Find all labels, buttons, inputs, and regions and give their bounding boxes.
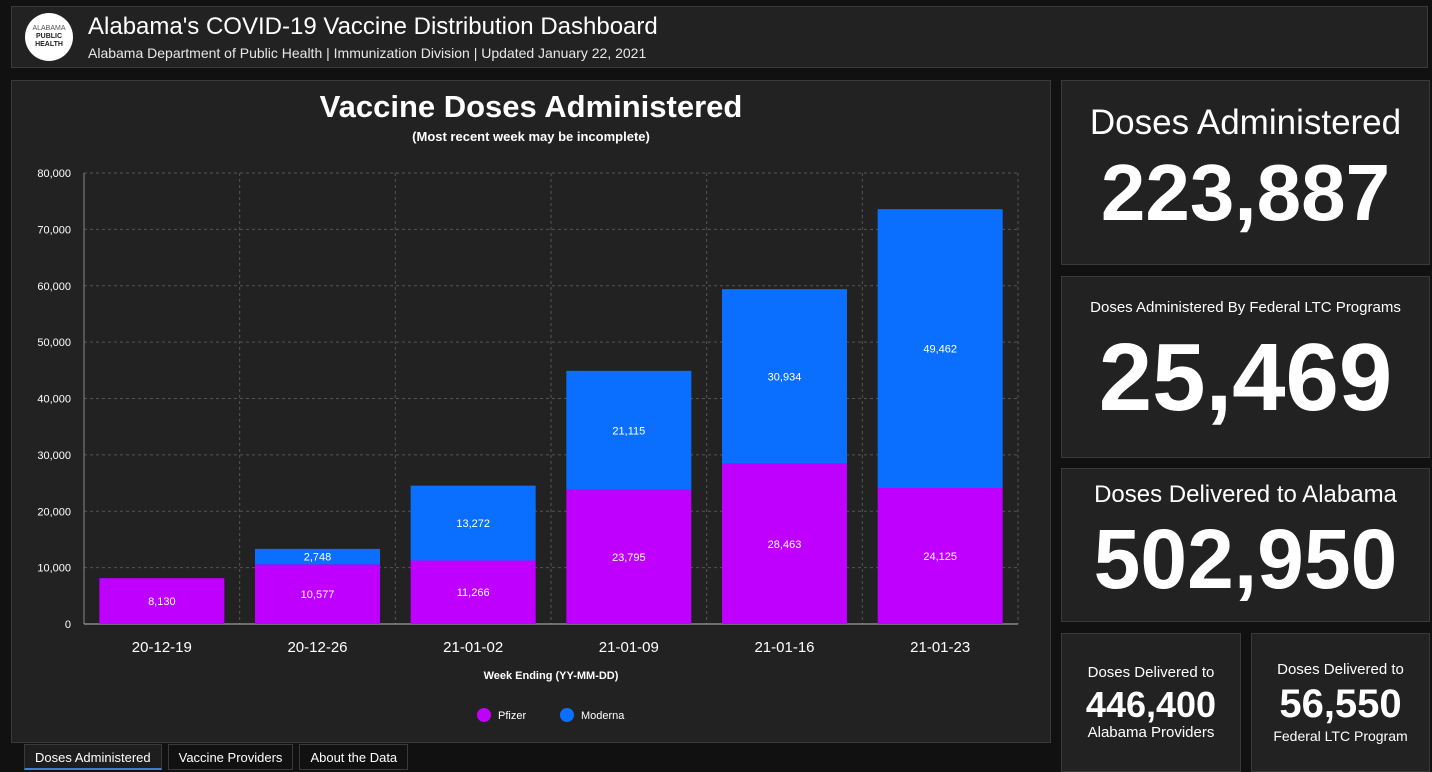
data-label-pfizer: 23,795 bbox=[612, 552, 646, 564]
tab-about-the-data[interactable]: About the Data bbox=[299, 744, 409, 770]
x-tick-label: 21-01-23 bbox=[910, 639, 970, 656]
card-value: 25,469 bbox=[1098, 324, 1393, 431]
y-tick-label: 80,000 bbox=[37, 168, 71, 180]
x-tick-label: 20-12-19 bbox=[132, 639, 192, 656]
y-tick-label: 30,000 bbox=[37, 450, 71, 462]
adph-logo: ALABAMA PUBLIC HEALTH bbox=[25, 13, 73, 61]
bar-pfizer-20-12-19[interactable] bbox=[99, 578, 225, 624]
legend-swatch-moderna[interactable] bbox=[560, 708, 574, 722]
bar-pfizer-21-01-02[interactable] bbox=[410, 560, 536, 624]
card-label-bottom: Alabama Providers bbox=[1087, 724, 1215, 741]
header: ALABAMA PUBLIC HEALTH Alabama's COVID-19… bbox=[11, 6, 1428, 68]
y-tick-label: 0 bbox=[65, 619, 71, 631]
card-label-top: Doses Delivered to bbox=[1087, 664, 1215, 681]
x-axis-label: Week Ending (YY-MM-DD) bbox=[484, 670, 619, 682]
data-label-pfizer: 10,577 bbox=[301, 589, 335, 601]
y-tick-label: 70,000 bbox=[37, 224, 71, 236]
card-delivered-providers: Doses Delivered to 446,400 Alabama Provi… bbox=[1061, 633, 1241, 772]
y-tick-label: 10,000 bbox=[37, 563, 71, 575]
data-label-moderna: 21,115 bbox=[612, 425, 645, 437]
tab-doses-administered[interactable]: Doses Administered bbox=[24, 744, 162, 770]
logo-text-alabama: ALABAMA bbox=[32, 25, 66, 32]
card-value: 446,400 bbox=[1085, 684, 1217, 725]
x-tick-label: 21-01-09 bbox=[599, 639, 659, 656]
card-value: 56,550 bbox=[1279, 682, 1402, 726]
data-label-pfizer: 11,266 bbox=[457, 587, 490, 599]
card-doses-delivered: Doses Delivered to Alabama 502,950 bbox=[1061, 468, 1430, 622]
bar-moderna-20-12-26[interactable] bbox=[255, 548, 380, 565]
tab-vaccine-providers[interactable]: Vaccine Providers bbox=[167, 744, 294, 770]
x-tick-label: 21-01-02 bbox=[443, 639, 503, 656]
y-tick-label: 40,000 bbox=[37, 394, 71, 406]
card-label: Doses Administered By Federal LTC Progra… bbox=[1090, 299, 1401, 316]
bar-moderna-21-01-16[interactable] bbox=[722, 289, 847, 464]
card-value: 223,887 bbox=[1100, 148, 1391, 237]
data-label-pfizer: 28,463 bbox=[768, 539, 802, 551]
legend-swatch-pfizer[interactable] bbox=[477, 708, 491, 722]
logo-text-public: PUBLIC bbox=[35, 33, 63, 40]
data-label-moderna: 2,748 bbox=[304, 552, 332, 564]
card-label: Doses Administered bbox=[1089, 103, 1402, 142]
data-label-pfizer: 24,125 bbox=[923, 551, 957, 563]
tab-bar: Doses Administered Vaccine Providers Abo… bbox=[24, 744, 409, 771]
chart-subtitle: (Most recent week may be incomplete) bbox=[412, 129, 650, 144]
y-tick-label: 50,000 bbox=[37, 337, 71, 349]
card-label: Doses Delivered to Alabama bbox=[1094, 481, 1397, 508]
y-tick-label: 60,000 bbox=[37, 281, 71, 293]
data-label-moderna: 13,272 bbox=[456, 518, 490, 530]
page-title: Alabama's COVID-19 Vaccine Distribution … bbox=[88, 13, 658, 40]
card-value: 502,950 bbox=[1093, 512, 1398, 606]
bar-pfizer-21-01-23[interactable] bbox=[877, 487, 1003, 624]
data-label-pfizer: 8,130 bbox=[148, 596, 176, 608]
card-delivered-ltc-program: Doses Delivered to 56,550 Federal LTC Pr… bbox=[1251, 633, 1430, 772]
data-label-moderna: 30,934 bbox=[768, 371, 802, 383]
x-tick-label: 21-01-16 bbox=[754, 639, 814, 656]
data-label-moderna: 49,462 bbox=[923, 344, 957, 356]
bar-moderna-21-01-09[interactable] bbox=[566, 370, 692, 490]
card-federal-ltc-administered: Doses Administered By Federal LTC Progra… bbox=[1061, 276, 1430, 458]
card-doses-administered: Doses Administered 223,887 bbox=[1061, 80, 1430, 265]
chart-panel[interactable]: Vaccine Doses Administered (Most recent … bbox=[11, 80, 1051, 743]
bar-pfizer-20-12-26[interactable] bbox=[255, 564, 380, 624]
bar-moderna-21-01-23[interactable] bbox=[877, 209, 1003, 488]
legend-label-moderna: Moderna bbox=[581, 710, 625, 722]
card-label-bottom: Federal LTC Program bbox=[1273, 728, 1408, 744]
chart-title: Vaccine Doses Administered bbox=[319, 89, 743, 124]
bar-pfizer-21-01-16[interactable] bbox=[722, 463, 847, 624]
legend-label-pfizer: Pfizer bbox=[498, 710, 526, 722]
bar-pfizer-21-01-09[interactable] bbox=[566, 489, 692, 624]
bar-moderna-21-01-02[interactable] bbox=[410, 485, 536, 561]
card-label-top: Doses Delivered to bbox=[1277, 661, 1404, 678]
logo-text-health: HEALTH bbox=[35, 41, 63, 48]
doses-bar-chart[interactable]: 0 10,000 20,000 30,000 40,000 50,000 60,000 70,… bbox=[12, 81, 1050, 742]
page-subtitle: Alabama Department of Public Health | Im… bbox=[88, 45, 647, 61]
y-tick-label: 20,000 bbox=[37, 506, 71, 518]
x-tick-label: 20-12-26 bbox=[287, 639, 347, 656]
